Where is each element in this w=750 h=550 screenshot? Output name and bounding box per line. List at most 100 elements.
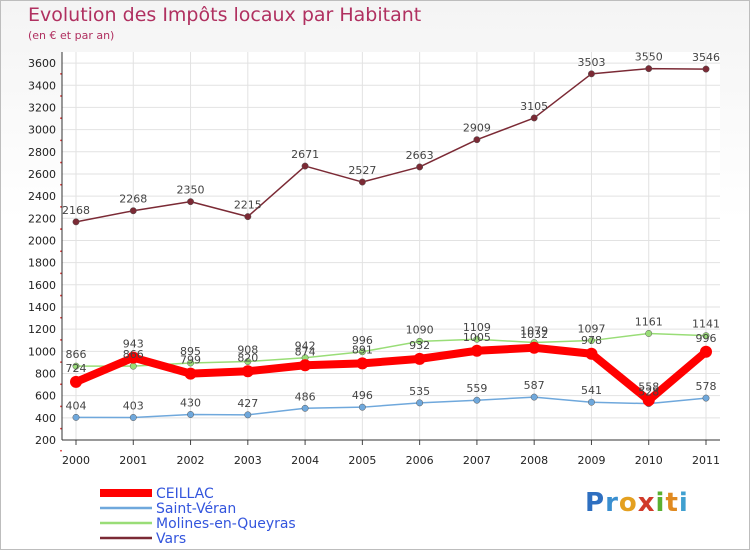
data-label: 2527: [348, 164, 376, 177]
data-label: 908: [237, 344, 258, 357]
data-point: [301, 404, 309, 412]
data-label: 1109: [463, 321, 491, 334]
data-point: [416, 399, 424, 407]
data-point: [244, 213, 252, 221]
legend-label: Molines-en-Queyras: [156, 516, 296, 532]
x-tick-label: 2001: [119, 454, 147, 467]
y-tick-label: 2800: [28, 146, 56, 159]
x-tick-label: 2002: [177, 454, 205, 467]
y-tick-label: 3000: [28, 124, 56, 137]
y-tick-label: 2600: [28, 168, 56, 181]
data-point: [528, 341, 541, 354]
data-point: [241, 365, 254, 378]
data-label: 486: [295, 390, 316, 403]
data-point: [301, 162, 309, 170]
data-point: [588, 398, 595, 406]
data-point: [187, 198, 194, 206]
y-minor-tick: [60, 383, 62, 386]
data-label: 3550: [635, 51, 663, 64]
y-tick-label: 200: [35, 434, 56, 447]
axes-layer: 200 400 600 800 1000 1200 1400 1600 1800 2000 2200…: [28, 52, 720, 467]
y-minor-tick: [60, 405, 62, 408]
data-label: 541: [581, 384, 602, 397]
data-point: [588, 70, 595, 78]
data-point: [702, 65, 710, 73]
data-label: 891: [352, 343, 373, 356]
data-point: [530, 114, 538, 122]
legend-label: CEILLAC: [156, 486, 214, 502]
y-tick-label: 2200: [28, 212, 56, 225]
data-label: 430: [180, 397, 201, 410]
data-label: 3105: [520, 100, 548, 113]
x-tick-label: 2006: [406, 454, 434, 467]
data-label: 932: [409, 339, 430, 352]
data-label: 558: [638, 380, 659, 393]
plot-area: [62, 52, 720, 440]
y-tick-label: 3400: [28, 79, 56, 92]
series-layer: [70, 65, 712, 421]
y-minor-tick: [60, 449, 62, 452]
data-point: [413, 352, 426, 365]
data-point: [416, 163, 424, 171]
data-label: 996: [352, 334, 373, 347]
data-point: [530, 393, 538, 401]
y-tick-label: 1000: [28, 345, 56, 358]
y-tick-label: 1400: [28, 301, 56, 314]
x-tick-label: 2011: [692, 454, 720, 467]
data-label: 2215: [234, 199, 262, 212]
y-tick-label: 2400: [28, 190, 56, 203]
logo-letter: r: [605, 488, 619, 518]
data-label: 1090: [406, 323, 434, 336]
data-point: [129, 414, 137, 421]
x-tick-label: 2004: [291, 454, 319, 467]
data-point: [416, 337, 424, 345]
data-point: [127, 351, 140, 364]
data-label: 535: [409, 385, 430, 398]
data-label: 2268: [119, 193, 147, 206]
x-tick-label: 2005: [348, 454, 376, 467]
y-tick-label: 1800: [28, 257, 56, 270]
y-minor-tick: [60, 72, 62, 75]
y-tick-label: 1600: [28, 279, 56, 292]
y-minor-tick: [60, 427, 62, 430]
data-label: 799: [180, 354, 201, 367]
data-point: [129, 362, 137, 370]
series-line-molines-en-queyras: [75, 332, 707, 367]
data-point: [184, 367, 197, 380]
y-tick-label: 400: [35, 412, 56, 425]
data-label: 978: [581, 334, 602, 347]
y-minor-tick: [60, 117, 62, 120]
x-tick-label: 2007: [463, 454, 491, 467]
y-minor-tick: [60, 95, 62, 97]
y-tick-label: 800: [35, 367, 56, 380]
data-point: [244, 411, 252, 419]
x-tick-label: 2008: [520, 454, 548, 467]
y-minor-tick: [60, 339, 62, 341]
data-label: 874: [295, 345, 316, 358]
data-point: [473, 136, 481, 144]
legend-label: Saint-Véran: [156, 501, 236, 517]
data-point: [358, 403, 366, 411]
y-minor-tick: [60, 272, 62, 275]
data-label: 866: [123, 348, 144, 361]
data-label: 724: [66, 362, 87, 375]
data-label: 2350: [177, 184, 205, 197]
y-minor-tick: [60, 316, 62, 319]
y-tick-label: 1200: [28, 323, 56, 336]
data-point: [187, 411, 194, 418]
series-line-ceillac: [72, 343, 710, 405]
data-label: 996: [696, 332, 717, 345]
data-label: 1161: [635, 315, 663, 328]
data-point: [358, 348, 366, 356]
data-point: [588, 337, 595, 345]
data-label: 943: [123, 338, 144, 351]
data-point: [645, 330, 653, 337]
data-label: 2168: [62, 204, 90, 217]
x-tick-label: 2010: [635, 454, 663, 467]
data-label: 895: [180, 345, 201, 358]
logo-letter: P: [585, 488, 606, 518]
data-point: [470, 344, 483, 357]
data-point: [356, 357, 369, 370]
